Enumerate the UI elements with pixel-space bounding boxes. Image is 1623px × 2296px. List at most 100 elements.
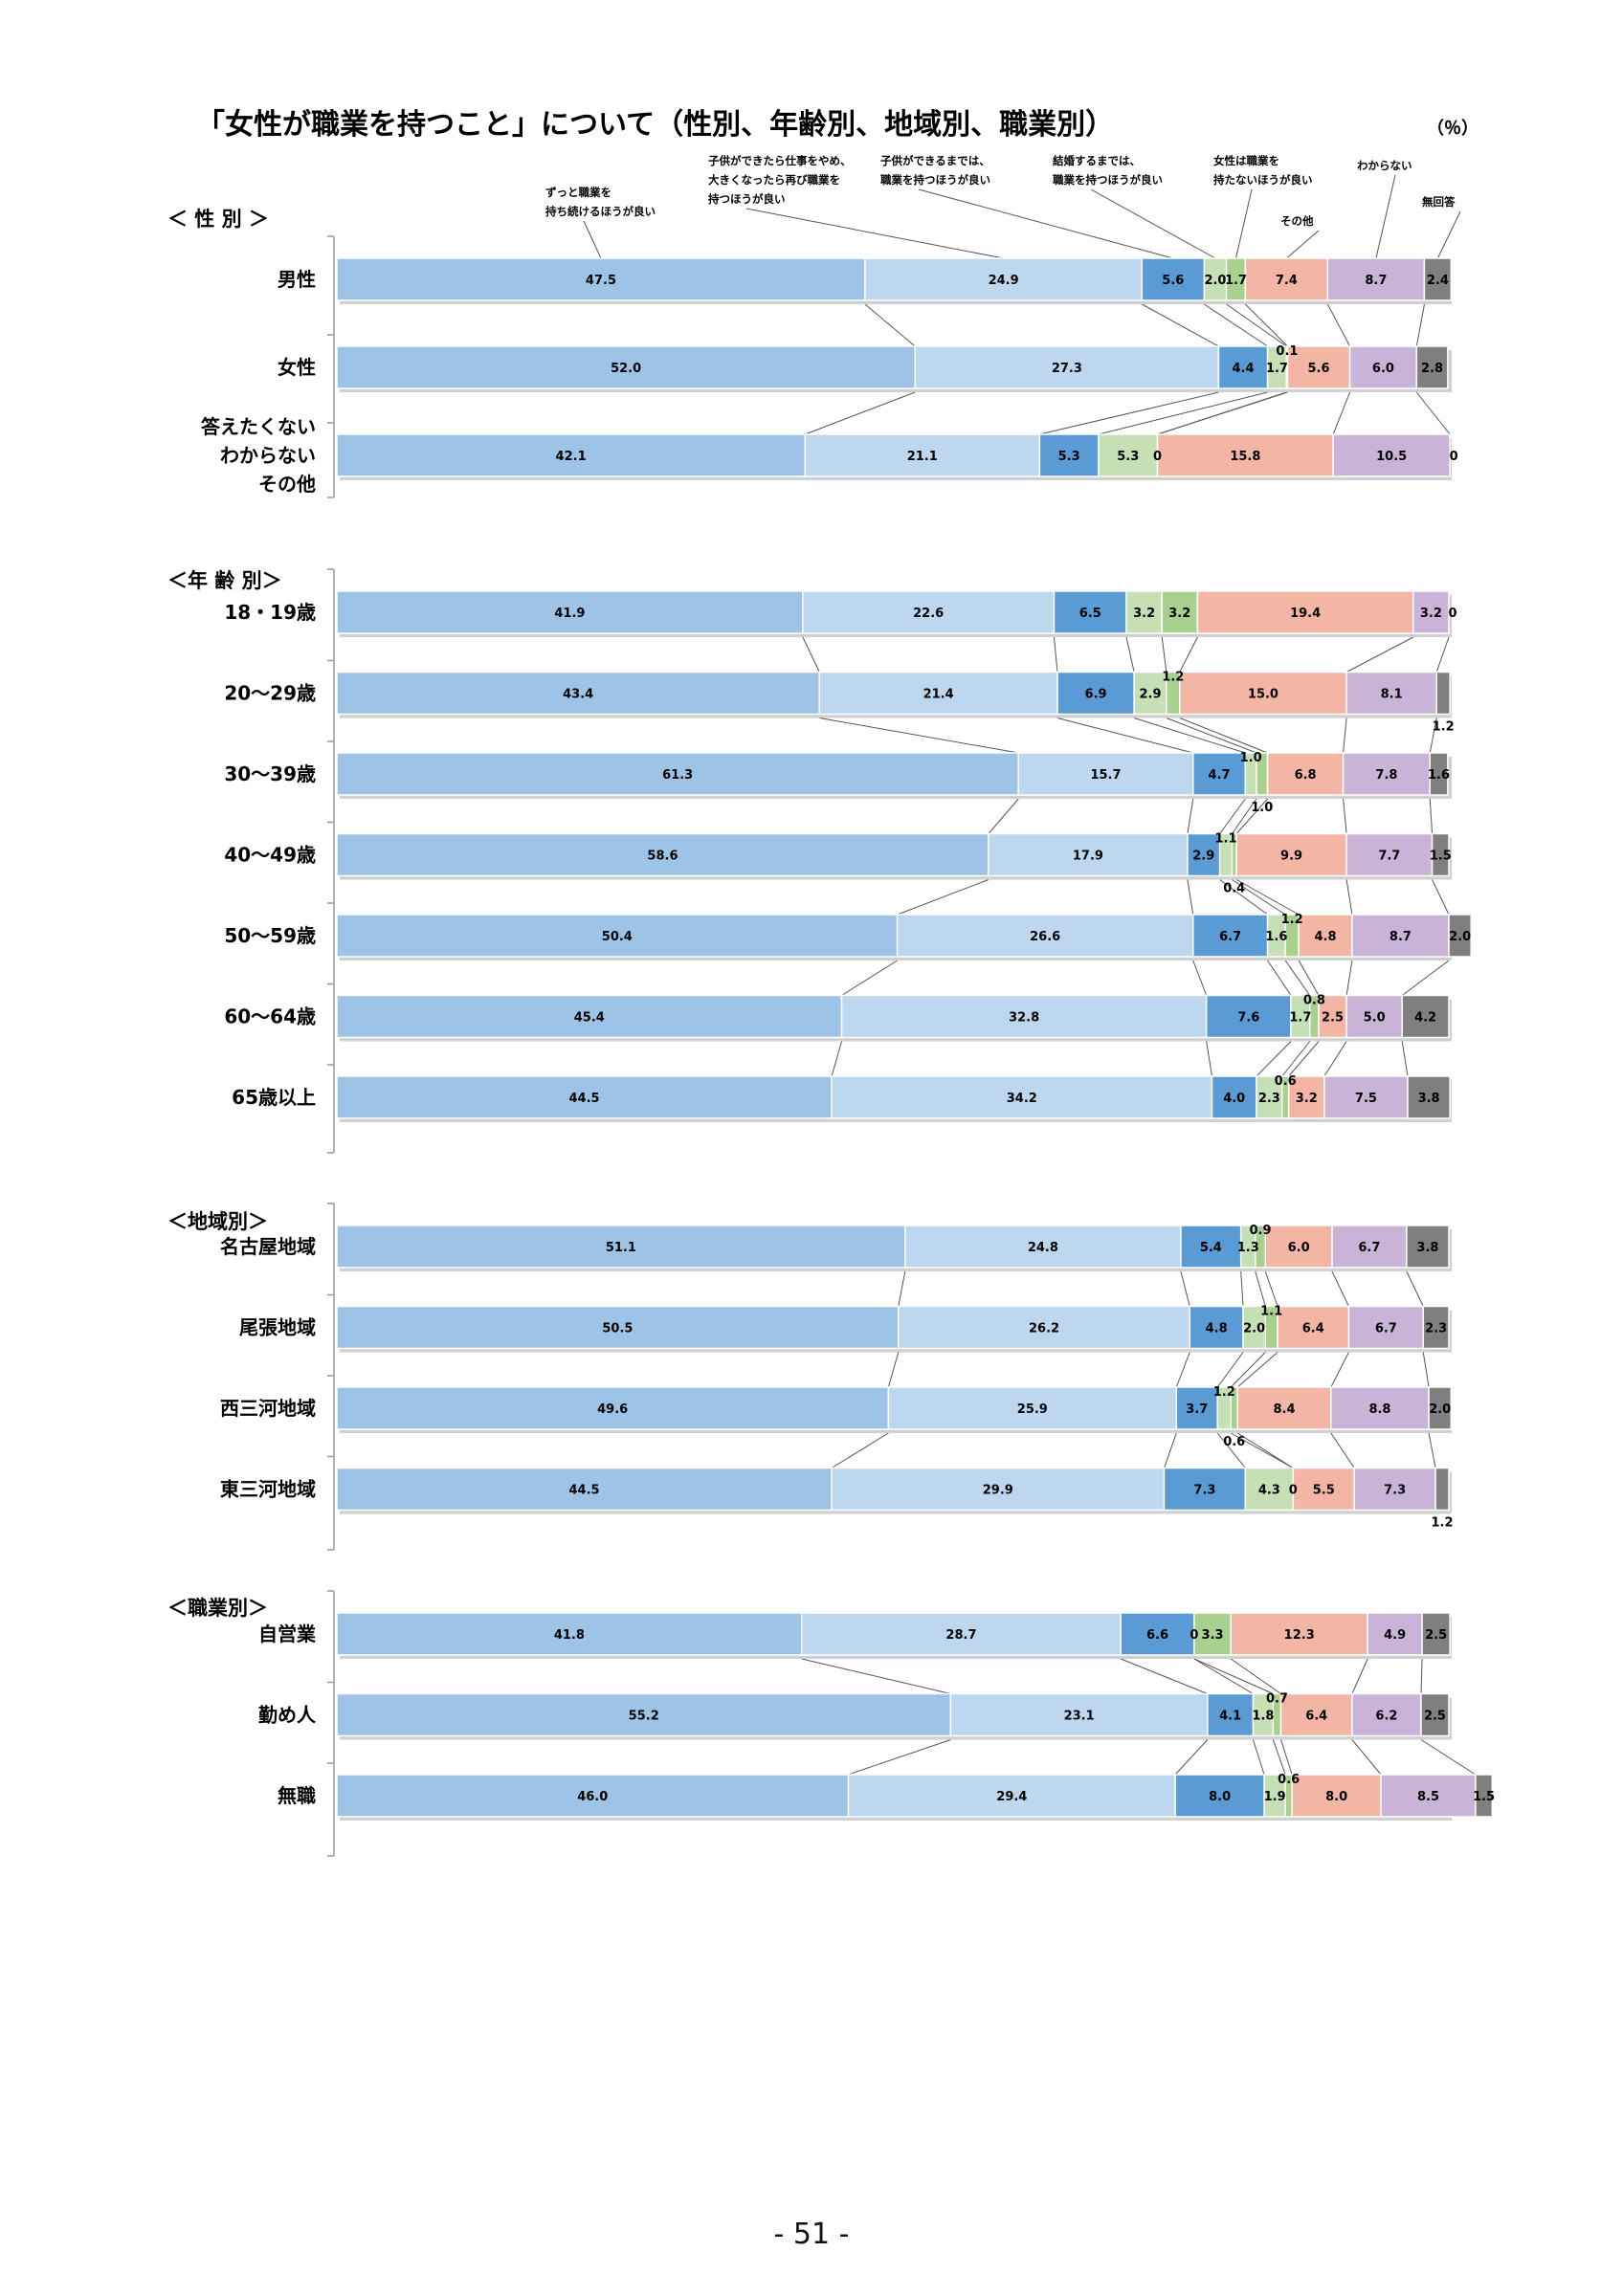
row-label: 尾張地域 — [239, 1316, 316, 1339]
legend-pointer — [745, 208, 1004, 259]
bar-segment — [336, 1386, 890, 1430]
bar-segment — [1434, 1467, 1450, 1512]
bar-segment — [1244, 1467, 1295, 1512]
bar-segment — [336, 671, 821, 716]
bar-segment — [1318, 994, 1347, 1039]
bar-segment — [1351, 1692, 1422, 1737]
row-label: その他 — [258, 473, 316, 496]
bar-segment — [336, 1612, 803, 1656]
value-label: 5.5 — [1313, 1484, 1335, 1498]
bar-segment — [1475, 1774, 1494, 1818]
value-label: 44.5 — [569, 1092, 600, 1106]
value-label: 45.4 — [574, 1011, 605, 1026]
value-label: 1.0 — [1251, 801, 1273, 815]
value-label: 7.3 — [1384, 1484, 1406, 1498]
connector-line — [848, 1739, 951, 1776]
value-label: 4.9 — [1384, 1628, 1406, 1643]
legend-pointer — [1286, 230, 1320, 259]
value-label: 26.2 — [1029, 1322, 1059, 1336]
connector-line — [1284, 960, 1311, 996]
page-number: - 51 - — [773, 2218, 850, 2251]
bar-segment — [1435, 671, 1451, 716]
value-label: 34.2 — [1007, 1092, 1037, 1106]
bar-segment — [336, 752, 1020, 796]
value-label: 2.0 — [1204, 274, 1226, 288]
value-label: 2.0 — [1449, 930, 1471, 944]
row-label: 50～59歳 — [224, 924, 316, 947]
value-label: 1.5 — [1430, 850, 1452, 864]
connector-line — [1179, 718, 1268, 754]
bar-segment — [1277, 1305, 1350, 1350]
bar-segment — [1236, 1386, 1332, 1430]
value-label: 3.2 — [1420, 607, 1442, 621]
connector-line — [1192, 960, 1208, 996]
connector-line — [1187, 798, 1194, 834]
legend-pointer — [1436, 210, 1461, 259]
connector-line — [988, 798, 1019, 834]
connector-line — [1232, 879, 1286, 916]
bar-segment — [1193, 1612, 1232, 1656]
bar-segment — [1179, 671, 1347, 716]
legend-entry: 結婚するまでは、職業を持つほうが良い — [1053, 154, 1163, 187]
value-label: 5.0 — [1364, 1011, 1386, 1026]
bar-segment — [336, 345, 916, 389]
connector-line — [887, 1352, 900, 1388]
value-label: 8.4 — [1274, 1402, 1296, 1417]
bar-segment — [1207, 1692, 1255, 1737]
connector-line — [1331, 1270, 1349, 1307]
bar-segment — [1345, 832, 1434, 877]
value-label: 1.3 — [1237, 1241, 1259, 1255]
bar-segment — [1431, 832, 1450, 877]
bar-segment — [1342, 752, 1431, 796]
bar-segment — [1292, 1467, 1355, 1512]
value-label: 24.9 — [989, 274, 1019, 288]
value-label: 1.2 — [1433, 720, 1455, 735]
connector-line — [1216, 1352, 1244, 1388]
connector-line — [1039, 391, 1219, 435]
connector-line — [1142, 303, 1219, 347]
connector-line — [1288, 1041, 1320, 1077]
value-label: 5.4 — [1200, 1241, 1222, 1255]
legend-entry: わからない — [1357, 159, 1412, 172]
bar-segment — [1191, 914, 1269, 958]
value-label: 0.6 — [1275, 1074, 1297, 1089]
value-label: 4.0 — [1223, 1092, 1245, 1106]
bar-segment — [1345, 994, 1403, 1039]
value-label: 41.8 — [554, 1628, 585, 1643]
value-label: 29.9 — [983, 1484, 1013, 1498]
value-label: 41.9 — [554, 607, 585, 621]
bar-segment — [1266, 752, 1345, 796]
bar-segment — [847, 1774, 1176, 1818]
value-label: 23.1 — [1064, 1710, 1095, 1724]
unit-label: （％） — [1427, 119, 1478, 139]
bar-segment — [887, 1386, 1178, 1430]
chart-title: 「女性が職業を持つこと」について（性別、年齢別、地域別、職業別） — [196, 108, 1114, 142]
value-label: 7.4 — [1276, 274, 1298, 288]
bar-segment — [1428, 1386, 1453, 1430]
value-label: 19.4 — [1290, 607, 1321, 621]
connector-line — [1415, 391, 1451, 435]
bar-segment — [336, 590, 804, 634]
value-label: 24.8 — [1028, 1241, 1058, 1255]
connector-line — [1351, 1658, 1368, 1694]
legend-pointer — [918, 188, 1173, 259]
value-label: 0.9 — [1250, 1224, 1272, 1238]
connector-line — [1267, 960, 1292, 996]
labels: ＜ 性 別 ＞男性 47.5 24.9 5.6 2.01.7 7.4 8.7 2.4女性 52.… — [167, 208, 1495, 1807]
connector-line — [1157, 391, 1288, 435]
connector-line — [841, 960, 898, 996]
value-label: 26.6 — [1030, 930, 1060, 944]
bar-segment — [1017, 752, 1194, 796]
bar-segment — [336, 433, 806, 477]
bar-segment — [1217, 345, 1269, 389]
connector-line — [1193, 1658, 1274, 1694]
value-label: 61.3 — [662, 768, 693, 783]
legend-entry: 子供ができるまでは、職業を持つほうが良い — [880, 154, 990, 187]
connector-line — [897, 879, 989, 916]
value-label: 3.3 — [1202, 1628, 1224, 1643]
value-label: 6.7 — [1358, 1241, 1380, 1255]
bar-segment — [802, 590, 1056, 634]
value-label: 8.7 — [1365, 274, 1387, 288]
value-label: 2.9 — [1192, 850, 1214, 864]
